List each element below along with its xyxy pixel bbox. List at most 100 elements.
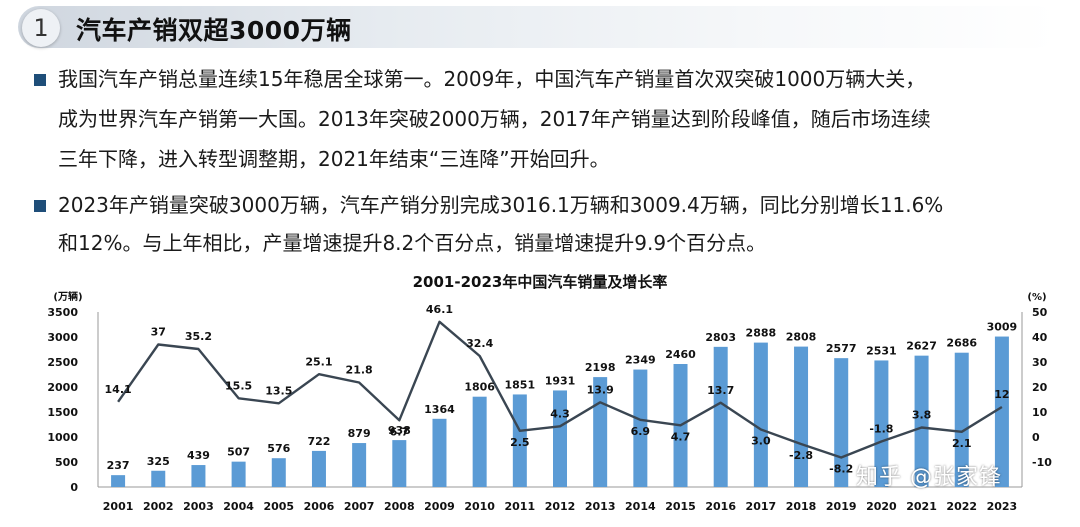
growth-value-label: 13.9 xyxy=(587,383,614,396)
sales-value-label: 2686 xyxy=(946,337,977,350)
growth-value-label: -8.2 xyxy=(829,463,853,476)
growth-value-label: 32.4 xyxy=(466,337,493,350)
y-left-unit-label: (万辆) xyxy=(53,290,82,303)
growth-value-label: 2.1 xyxy=(952,437,972,450)
growth-value-label: 25.1 xyxy=(305,355,332,368)
x-tick-label: 2009 xyxy=(424,500,455,513)
sales-value-label: 2577 xyxy=(826,342,857,355)
x-tick-label: 2004 xyxy=(223,500,254,513)
sales-value-label: 2349 xyxy=(625,354,656,367)
x-tick-label: 2007 xyxy=(344,500,375,513)
x-tick-label: 2020 xyxy=(866,500,897,513)
y-right-tick-label: 0 xyxy=(1032,431,1040,444)
y-left-tick-label: 0 xyxy=(70,481,78,494)
section-title: 汽车产销双超3000万辆 xyxy=(76,16,352,45)
growth-value-label: 12 xyxy=(994,388,1009,401)
growth-value-label: 3.0 xyxy=(751,435,771,448)
y-left-tick-label: 1500 xyxy=(47,406,78,419)
y-left-tick-label: 3000 xyxy=(47,331,78,344)
sales-value-label: 1806 xyxy=(464,381,495,394)
y-right-tick-label: 10 xyxy=(1032,406,1048,419)
x-tick-label: 2001 xyxy=(103,500,134,513)
y-left-tick-label: 500 xyxy=(55,456,78,469)
sales-value-label: 237 xyxy=(107,459,130,472)
growth-value-label: 15.5 xyxy=(225,379,252,392)
chart-title: 2001-2023年中国汽车销量及增长率 xyxy=(412,273,668,291)
sales-bar xyxy=(753,342,768,487)
growth-value-label: 6.7 xyxy=(390,425,410,438)
sales-bar xyxy=(994,336,1009,487)
y-left-tick-label: 2000 xyxy=(47,381,78,394)
x-tick-label: 2015 xyxy=(665,500,696,513)
section-number: 1 xyxy=(22,9,60,47)
paragraph-line: 三年下降，进入转型调整期，2021年结束“三连降”开始回升。 xyxy=(58,147,610,171)
x-tick-label: 2022 xyxy=(946,500,977,513)
sales-value-label: 1931 xyxy=(545,374,576,387)
sales-bar xyxy=(954,352,969,487)
y-right-tick-label: -10 xyxy=(1032,456,1052,469)
sales-bar xyxy=(914,355,929,487)
x-tick-label: 2006 xyxy=(304,500,335,513)
y-left-tick-label: 1000 xyxy=(47,431,78,444)
sales-bar xyxy=(271,458,286,487)
growth-value-label: 35.2 xyxy=(185,330,212,343)
x-tick-label: 2012 xyxy=(545,500,576,513)
sales-bar xyxy=(794,346,809,487)
sales-value-label: 938 xyxy=(388,424,411,437)
x-tick-label: 2008 xyxy=(384,500,415,513)
sales-growth-chart: (万辆) (%) 0 500 1000 1500 2000 2500 3000 3500 -10 0 1… xyxy=(47,290,1052,513)
y-right-tick-label: 20 xyxy=(1032,381,1048,394)
x-tick-label: 2017 xyxy=(746,500,777,513)
sales-value-label: 879 xyxy=(348,427,371,440)
growth-value-label: -2.8 xyxy=(789,449,813,462)
paragraph-line: 2023年产销量突破3000万辆，汽车产销分别完成3016.1万辆和3009.4… xyxy=(58,193,944,217)
sales-value-label: 2888 xyxy=(746,327,777,340)
x-tick-label: 2010 xyxy=(464,500,495,513)
paragraph-line: 我国汽车产销总量连续15年稳居全球第一。2009年，中国汽车产销量首次双突破10… xyxy=(58,67,926,91)
sales-bar xyxy=(432,418,447,487)
x-tick-label: 2016 xyxy=(705,500,736,513)
growth-rate-line xyxy=(117,320,1003,459)
x-tick-label: 2002 xyxy=(143,500,174,513)
growth-value-label: 13.7 xyxy=(707,384,734,397)
growth-value-label: 46.1 xyxy=(426,303,453,316)
sales-bar xyxy=(392,440,407,487)
sales-bar xyxy=(834,358,849,487)
x-tick-label: 2023 xyxy=(987,500,1018,513)
x-tick-label: 2011 xyxy=(505,500,536,513)
sales-value-label: 2198 xyxy=(585,361,616,374)
y-left-tick-label: 2500 xyxy=(47,356,78,369)
y-right-tick-label: 40 xyxy=(1032,331,1048,344)
growth-value-label: 4.3 xyxy=(550,407,570,420)
growth-value-label: 37 xyxy=(151,326,166,339)
sales-value-label: 722 xyxy=(307,435,330,448)
bullet-square-icon xyxy=(34,74,46,86)
sales-value-label: 576 xyxy=(267,442,290,455)
paragraph-line: 成为世界汽车产销第一大国。2013年突破2000万辆，2017年产销量达到阶段峰… xyxy=(58,107,931,131)
bullet-square-icon xyxy=(34,200,46,212)
x-tick-label: 2013 xyxy=(585,500,616,513)
sales-bar xyxy=(472,396,487,487)
y-right-tick-label: 50 xyxy=(1032,306,1048,319)
growth-value-label: 3.8 xyxy=(912,409,932,422)
y-left-tick-label: 3500 xyxy=(47,306,78,319)
x-tick-label: 2018 xyxy=(786,500,817,513)
sales-value-label: 1851 xyxy=(505,378,536,391)
growth-value-label: 21.8 xyxy=(346,364,373,377)
sales-value-label: 2460 xyxy=(665,348,696,361)
sales-value-label: 3009 xyxy=(987,321,1018,334)
sales-bar xyxy=(633,369,648,487)
growth-value-label: 4.7 xyxy=(671,430,691,443)
y-right-unit-label: (%) xyxy=(1027,292,1046,303)
growth-value-label: 2.5 xyxy=(510,436,530,449)
growth-value-label: 13.5 xyxy=(265,384,292,397)
x-tick-label: 2014 xyxy=(625,500,656,513)
x-tick-label: 2019 xyxy=(826,500,857,513)
sales-bar xyxy=(512,394,527,487)
sales-bar xyxy=(311,450,326,487)
sales-value-label: 2803 xyxy=(705,331,736,344)
sales-value-label: 507 xyxy=(227,446,250,459)
x-tick-label: 2021 xyxy=(906,500,937,513)
paragraph-line: 和12%。与上年相比，产量增速提升8.2个百分点，销量增速提升9.9个百分点。 xyxy=(58,231,767,255)
sales-value-label: 325 xyxy=(147,455,170,468)
